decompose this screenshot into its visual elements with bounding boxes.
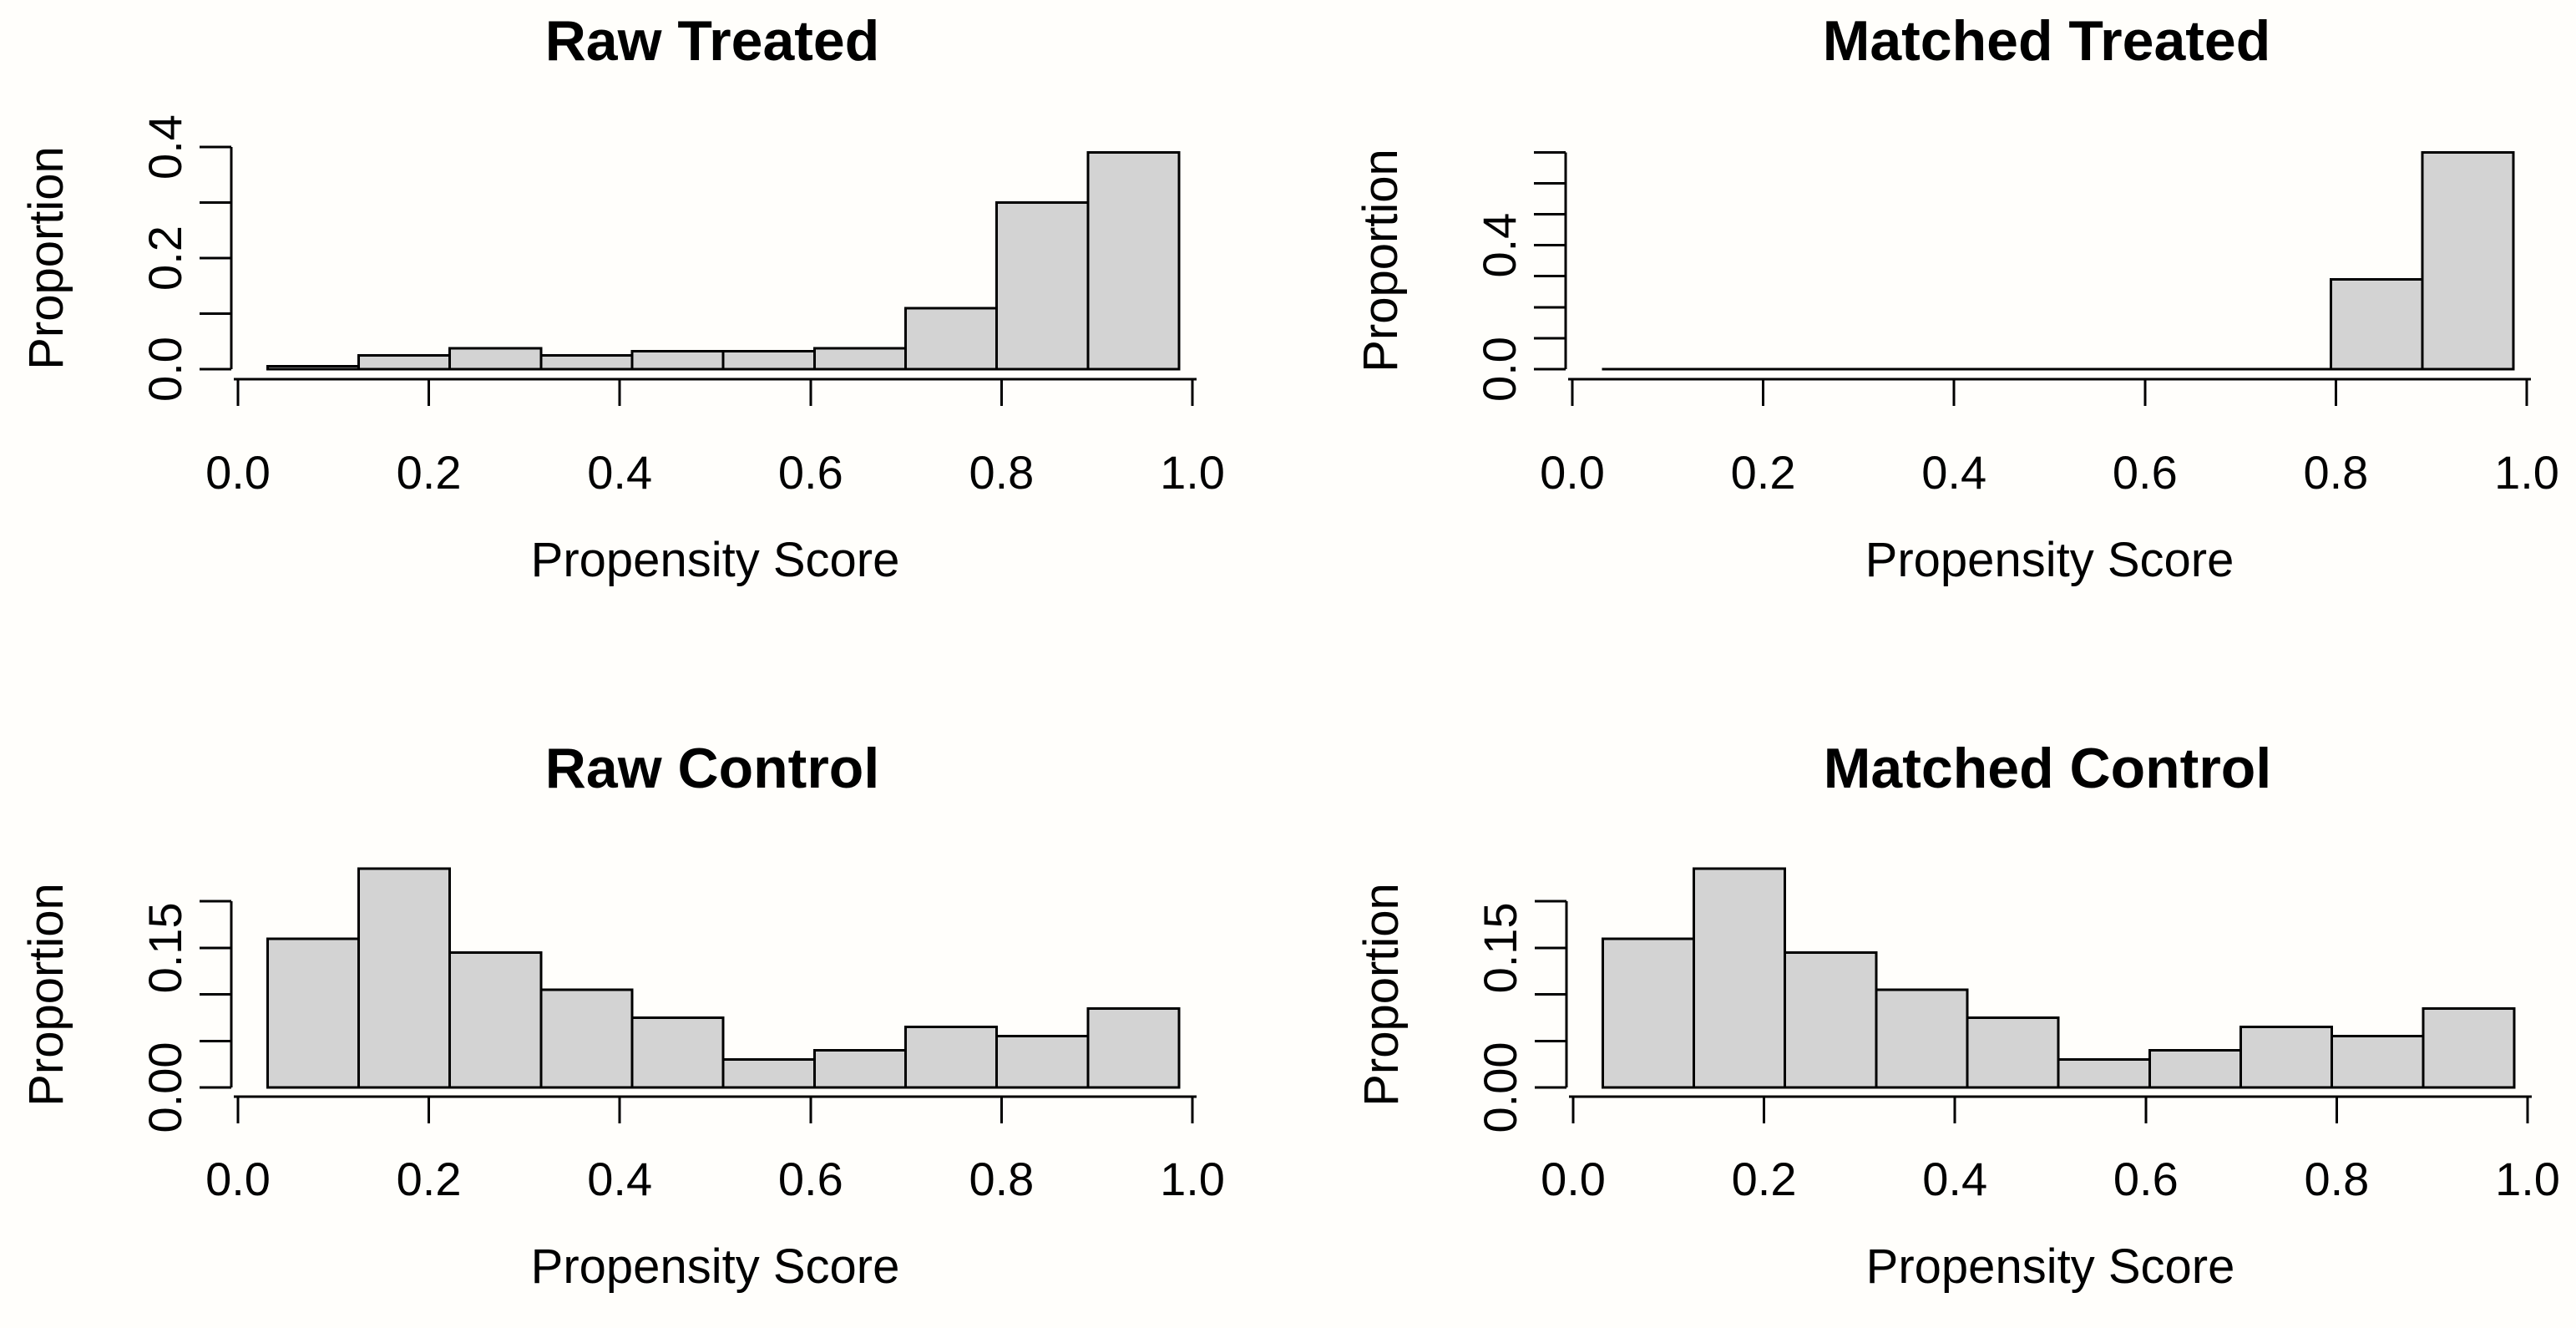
histogram-bar [995, 1035, 1090, 1089]
panel-matched-treated: Matched Treated Propensity Score Proport… [1288, 0, 2576, 661]
histogram-bar [2331, 1035, 2425, 1089]
y-axis-label: Proportion [1354, 149, 1408, 373]
histogram-bar [448, 950, 543, 1089]
histogram-bar [721, 349, 816, 371]
x-tick-label: 0.4 [587, 446, 652, 499]
x-tick-label: 1.0 [1160, 1153, 1225, 1205]
histogram-bar [812, 347, 908, 371]
panel-raw-control: Raw Control Propensity Score Proportion … [0, 661, 1288, 1324]
x-axis-label: Propensity Score [531, 1239, 900, 1294]
histogram-bar [266, 937, 361, 1089]
plot-area: 0.0 0.4 0.0 0.2 0.4 0.6 0.8 1.0 [1473, 150, 2559, 499]
y-tick-label: 0.4 [139, 114, 191, 180]
histogram-bar [812, 1048, 908, 1089]
y-tick-label: 0.0 [139, 337, 191, 402]
panel-title: Raw Control [545, 737, 879, 800]
histogram-bar [2148, 1048, 2243, 1089]
x-tick-label: 0.2 [1732, 1153, 1797, 1205]
y-tick-label: 0.2 [139, 226, 191, 291]
histogram-bar [904, 307, 999, 371]
x-tick-label: 0.8 [2303, 446, 2368, 499]
x-axis-label: Propensity Score [1866, 1239, 2235, 1294]
x-tick-label: 0.6 [2113, 1153, 2179, 1205]
plot-area: 0.0 0.2 0.4 0.0 0.2 0.4 0.6 0.8 1.0 [139, 114, 1225, 499]
x-tick-label: 0.0 [1541, 1153, 1606, 1205]
histogram-bar [630, 349, 725, 371]
histogram-bar [2421, 150, 2515, 371]
histogram-bar [448, 347, 543, 371]
x-tick-label: 0.4 [1922, 1153, 1987, 1205]
plot-area: 0.00 0.15 0.0 0.2 0.4 0.6 0.8 1.0 [139, 867, 1225, 1205]
panel-title: Raw Treated [545, 9, 880, 73]
histogram-bar [1086, 151, 1181, 371]
x-tick-label: 0.6 [2113, 446, 2178, 499]
histogram-bar [266, 365, 361, 371]
panel-title: Matched Control [1824, 737, 2271, 800]
histogram-bar [2330, 277, 2424, 371]
histogram-matched-control: Matched Control Propensity Score Proport… [1354, 737, 2560, 1294]
histogram-matched-treated: Matched Treated Propensity Score Proport… [1354, 9, 2559, 587]
x-tick-label: 0.6 [778, 1153, 843, 1205]
y-tick-label: 0.0 [1473, 337, 1526, 402]
y-axis-label: Proportion [19, 146, 73, 370]
y-tick-label: 0.00 [1474, 1042, 1526, 1133]
histogram-bar [904, 1026, 999, 1089]
y-tick-label: 0.4 [1473, 213, 1526, 278]
x-tick-label: 0.8 [2304, 1153, 2369, 1205]
histogram-bar [1875, 988, 1969, 1089]
panel-raw-treated: Raw Treated Propensity Score Proportion … [0, 0, 1288, 661]
histogram-bar [1784, 950, 1878, 1089]
histogram-bar [1601, 937, 1696, 1089]
x-tick-label: 1.0 [2495, 1153, 2560, 1205]
x-tick-label: 0.4 [587, 1153, 652, 1205]
x-tick-label: 0.2 [397, 1153, 462, 1205]
y-axis-label: Proportion [1354, 883, 1409, 1107]
histogram-bar [357, 867, 452, 1089]
histogram-bar [539, 353, 634, 371]
panel-matched-control: Matched Control Propensity Score Proport… [1288, 661, 2576, 1324]
histogram-bar [357, 353, 452, 371]
y-tick-label: 0.15 [139, 902, 191, 993]
x-tick-label: 0.2 [397, 446, 462, 499]
x-tick-label: 0.0 [205, 1153, 271, 1205]
histogram-bar [630, 1016, 725, 1089]
x-tick-label: 1.0 [2494, 446, 2559, 499]
histogram-bar [2239, 1026, 2334, 1089]
histogram-bar [721, 1058, 816, 1089]
x-tick-label: 0.4 [1921, 446, 1986, 499]
x-tick-label: 0.8 [969, 1153, 1034, 1205]
histogram-bar [995, 201, 1090, 371]
histogram-bar [539, 988, 634, 1089]
y-tick-label: 0.15 [1474, 902, 1526, 993]
histogram-raw-control: Raw Control Propensity Score Proportion … [19, 737, 1225, 1294]
histogram-bar [1966, 1016, 2060, 1089]
histogram-bar [1693, 867, 1787, 1089]
plot-area: 0.00 0.15 0.0 0.2 0.4 0.6 0.8 1.0 [1474, 867, 2560, 1205]
x-tick-label: 0.8 [969, 446, 1034, 499]
histogram-bar [2057, 1058, 2151, 1089]
x-tick-label: 0.2 [1731, 446, 1796, 499]
x-axis-label: Propensity Score [531, 533, 900, 587]
x-tick-label: 0.0 [205, 446, 271, 499]
y-tick-label: 0.00 [139, 1042, 191, 1133]
histogram-bar [2422, 1006, 2516, 1089]
x-tick-label: 1.0 [1160, 446, 1225, 499]
x-tick-label: 0.6 [778, 446, 843, 499]
panel-title: Matched Treated [1823, 9, 2271, 73]
x-tick-label: 0.0 [1540, 446, 1605, 499]
x-axis-label: Propensity Score [1865, 533, 2234, 587]
y-axis-label: Proportion [19, 883, 73, 1107]
histogram-raw-treated: Raw Treated Propensity Score Proportion … [19, 9, 1225, 587]
histogram-bar [1086, 1006, 1181, 1089]
